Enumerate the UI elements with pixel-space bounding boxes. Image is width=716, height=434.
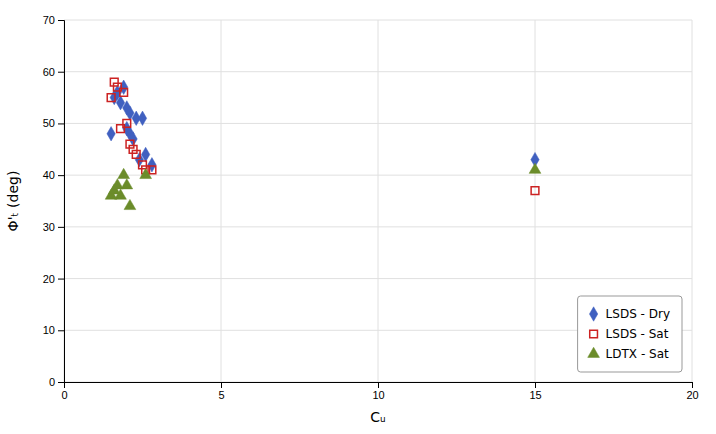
tick-mark	[58, 175, 64, 176]
tick-mark	[58, 279, 64, 280]
tick-label: 60	[43, 66, 55, 78]
legend-item: LSDS - Sat	[590, 327, 669, 341]
point	[141, 147, 149, 161]
tick: 0	[61, 382, 67, 401]
legend-symbol	[590, 330, 598, 338]
plot: 05101520010203040506070LSDS - DryLSDS - …	[43, 14, 699, 401]
grid-line-y	[64, 175, 692, 176]
tick: 60	[43, 66, 64, 78]
grid-line-x	[692, 20, 693, 382]
tick-label: 0	[49, 376, 55, 388]
legend-item: LSDS - Dry	[589, 307, 670, 321]
tick: 40	[43, 169, 64, 181]
tick-mark	[58, 330, 64, 331]
tick-label: 20	[686, 389, 698, 401]
legend-box	[578, 296, 682, 372]
point	[132, 151, 140, 159]
grid-line-x	[378, 20, 379, 382]
legend-label: LSDS - Sat	[606, 327, 669, 341]
tick: 50	[43, 117, 64, 129]
tick-mark	[535, 382, 536, 388]
axis-line	[58, 21, 65, 383]
series	[105, 163, 541, 209]
legend-label: LSDS - Dry	[606, 307, 670, 321]
axis-line	[65, 383, 693, 389]
tick-label: 20	[43, 273, 55, 285]
tick-label: 15	[529, 389, 541, 401]
point	[124, 199, 136, 209]
legend-label: LDTX - Sat	[606, 347, 669, 361]
tick-mark	[58, 123, 64, 124]
y-axis-title: Φ'ₜ (deg)	[5, 171, 21, 232]
tick: 20	[686, 382, 698, 401]
grid-line-y	[64, 278, 692, 279]
point	[529, 163, 541, 173]
tick-mark	[692, 382, 693, 388]
point	[115, 189, 127, 199]
tick-label: 70	[43, 14, 55, 26]
legend-symbol	[588, 347, 600, 357]
tick-label: 10	[43, 324, 55, 336]
tick-mark	[221, 382, 222, 388]
grid-line-x	[535, 20, 536, 382]
grid-line-y	[64, 226, 692, 227]
grid-line-y	[64, 71, 692, 72]
marks	[105, 78, 541, 209]
tick-mark	[58, 20, 64, 21]
point	[138, 111, 146, 125]
point	[120, 89, 128, 97]
point	[118, 168, 130, 178]
tick-mark	[58, 382, 64, 383]
point	[140, 168, 152, 178]
chart: 05101520010203040506070LSDS - DryLSDS - …	[0, 0, 716, 434]
point	[531, 187, 539, 195]
legend-symbol	[589, 307, 597, 321]
point	[107, 94, 115, 102]
tick-label: 5	[218, 389, 224, 401]
series	[107, 78, 539, 194]
tick-label: 50	[43, 117, 55, 129]
tick: 15	[529, 382, 541, 401]
tick: 30	[43, 221, 64, 233]
grid	[64, 20, 692, 382]
tick: 10	[372, 382, 384, 401]
tick: 5	[218, 382, 224, 401]
point	[121, 179, 133, 189]
tick-mark	[58, 227, 64, 228]
point	[123, 120, 131, 128]
y-axis: 0 10 20 30 40 50 60 70	[43, 14, 65, 388]
tick-label: 30	[43, 221, 55, 233]
tick: 0	[49, 376, 64, 388]
tick-label: 0	[61, 389, 67, 401]
x-axis: 0 5 10 15 20	[61, 382, 698, 401]
tick: 20	[43, 273, 64, 285]
tick-mark	[378, 382, 379, 388]
legend: LSDS - Dry LSDS - Sat LDTX - Sat	[578, 296, 682, 372]
grid-line-y	[64, 20, 692, 21]
tick-label: 40	[43, 169, 55, 181]
series	[107, 80, 539, 172]
grid-line-y	[64, 123, 692, 124]
point	[107, 127, 115, 141]
tick: 70	[43, 14, 64, 26]
point	[148, 166, 156, 174]
tick: 10	[43, 324, 64, 336]
grid-line-x	[221, 20, 222, 382]
tick-mark	[58, 72, 64, 73]
x-axis-title: Cᵤ	[370, 409, 385, 425]
tick-label: 10	[372, 389, 384, 401]
point	[111, 179, 123, 189]
legend-item: LDTX - Sat	[588, 347, 669, 361]
